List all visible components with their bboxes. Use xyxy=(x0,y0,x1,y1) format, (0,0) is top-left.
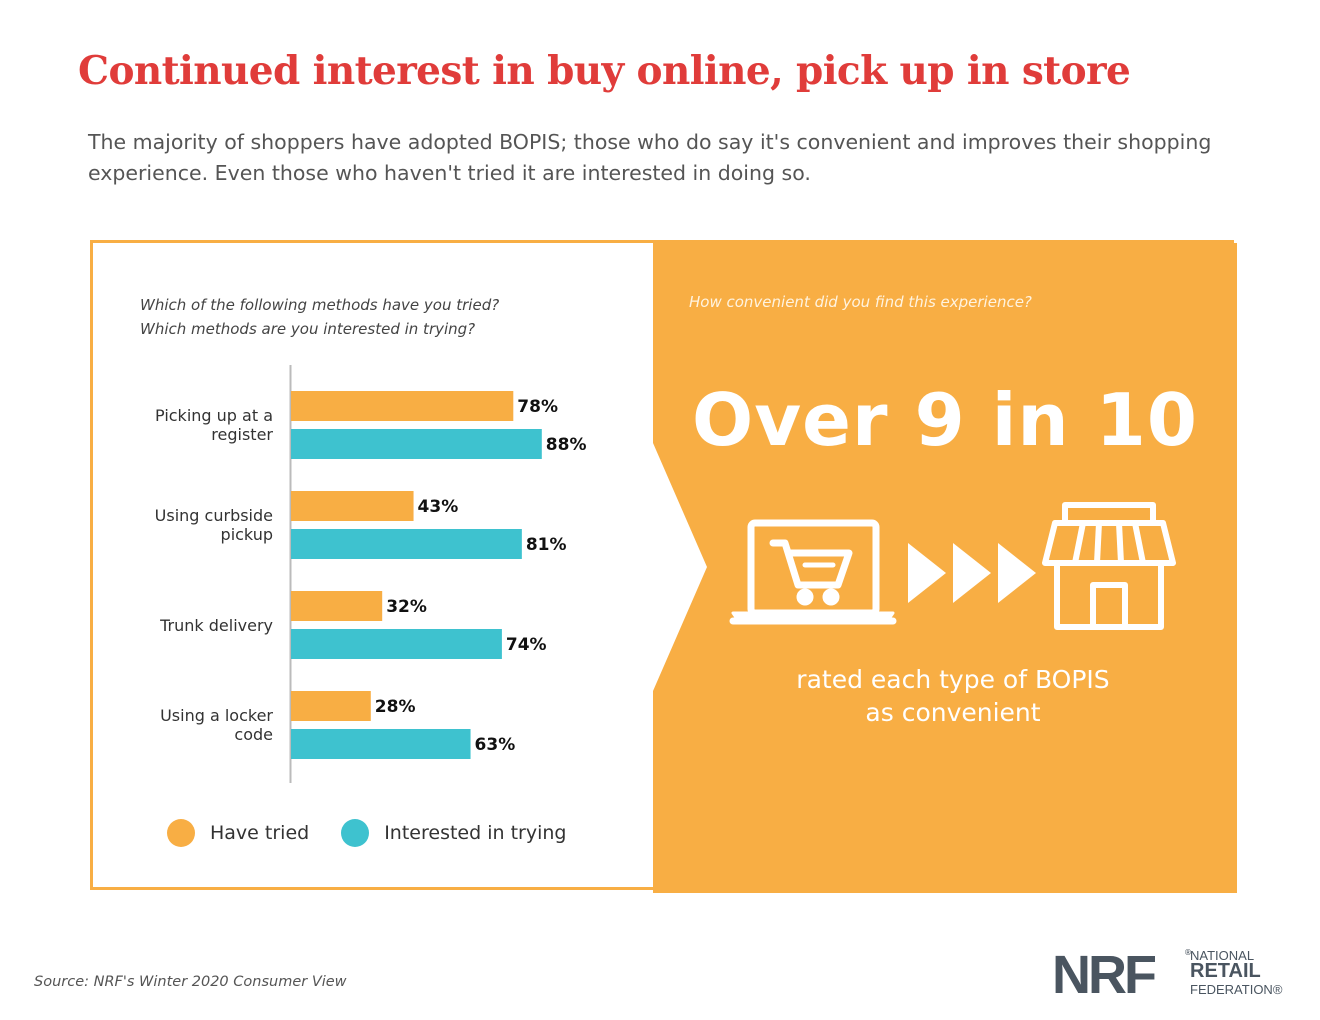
question-tried: Which of the following methods have you … xyxy=(140,296,500,314)
laptop-cart-icon xyxy=(729,519,897,625)
category-label-line: Using a locker xyxy=(160,706,273,725)
infographic-panel: Which of the following methods have you … xyxy=(90,240,1237,893)
stat-caption: rated each type of BOPIS as convenient xyxy=(693,663,1213,729)
bar-tried-3 xyxy=(291,691,371,721)
data-label-tried-0: 78% xyxy=(517,397,558,417)
category-label-line: pickup xyxy=(220,525,273,544)
orange-arrow-panel xyxy=(653,243,1237,893)
bar-interested-2 xyxy=(291,629,502,659)
page-title: Continued interest in buy online, pick u… xyxy=(78,48,1131,94)
category-label-0: Picking up at a register xyxy=(73,406,273,444)
big-stat: Over 9 in 10 xyxy=(692,378,1198,462)
bopis-icons xyxy=(729,502,1176,630)
data-label-tried-2: 32% xyxy=(386,597,427,617)
logo-line-retail: RETAIL xyxy=(1190,960,1261,982)
category-label-1: Using curbside pickup xyxy=(73,506,273,544)
logo-line-national: NATIONAL xyxy=(1190,948,1255,963)
page-subtitle: The majority of shoppers have adopted BO… xyxy=(88,130,1212,185)
logo-reg: ® xyxy=(1184,948,1192,957)
logo-mark: NRF xyxy=(1052,945,1157,1005)
legend-swatch-tried xyxy=(167,819,195,847)
data-label-interested-2: 74% xyxy=(506,635,547,655)
legend-swatch-interested xyxy=(341,819,370,847)
bar-tried-0 xyxy=(291,391,514,421)
category-label-line: Trunk delivery xyxy=(160,615,273,635)
bar-chart: 78% 88% 43% 81% 32% 74% 28% 63% xyxy=(289,365,587,783)
category-label-line: code xyxy=(234,725,273,744)
question-interested: Which methods are you interested in tryi… xyxy=(140,320,476,338)
stat-caption-line2: as convenient xyxy=(865,698,1041,727)
bar-tried-1 xyxy=(291,491,414,521)
chart-legend: Have tried Interested in trying xyxy=(167,819,598,847)
convenience-question: How convenient did you find this experie… xyxy=(689,293,1032,311)
legend-label-interested: Interested in trying xyxy=(384,822,567,844)
category-label-line: Using curbside xyxy=(154,506,273,525)
arrows-icon xyxy=(908,543,1036,603)
bar-tried-2 xyxy=(291,591,383,621)
stat-caption-line1: rated each type of BOPIS xyxy=(796,665,1110,694)
category-label-line: Picking up at a xyxy=(155,406,273,425)
chart-questions: Which of the following methods have you … xyxy=(140,293,499,341)
source-note: Source: NRF's Winter 2020 Consumer View xyxy=(34,974,347,990)
category-label-2: Trunk delivery xyxy=(73,616,273,635)
data-label-tried-1: 43% xyxy=(418,497,459,517)
nrf-logo: NRF ® NATIONAL RETAIL FEDERATION® xyxy=(1052,945,1292,1005)
legend-item-interested: Interested in trying xyxy=(341,819,566,847)
category-label-3: Using a locker code xyxy=(73,706,273,744)
data-label-interested-1: 81% xyxy=(526,535,567,555)
data-label-tried-3: 28% xyxy=(375,697,416,717)
legend-item-tried: Have tried xyxy=(167,819,309,847)
category-label-line: register xyxy=(211,425,273,444)
bar-interested-3 xyxy=(291,729,471,759)
legend-label-tried: Have tried xyxy=(210,822,310,844)
data-label-interested-3: 63% xyxy=(475,735,516,755)
store-icon xyxy=(1042,502,1176,630)
data-label-interested-0: 88% xyxy=(546,435,587,455)
bar-interested-1 xyxy=(291,529,522,559)
bar-interested-0 xyxy=(291,429,542,459)
logo-line-federation: FEDERATION® xyxy=(1190,982,1283,997)
